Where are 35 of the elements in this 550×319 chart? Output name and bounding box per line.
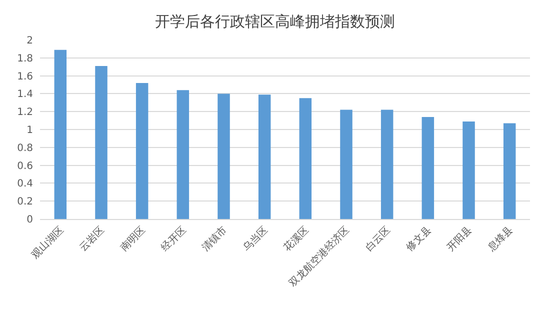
y-tick-label: 0.6: [17, 160, 33, 172]
bar: [54, 50, 67, 219]
bar: [136, 82, 148, 219]
x-tick-label: 花溪区: [281, 224, 312, 254]
x-tick-label: 乌当区: [240, 224, 270, 254]
bar: [422, 116, 434, 219]
y-tick-label: 1.6: [17, 71, 33, 82]
bar: [95, 66, 108, 219]
y-tick-label: 1: [26, 125, 33, 136]
y-tick-label: 0.8: [17, 142, 33, 154]
x-tick-label: 息烽县: [484, 224, 516, 255]
bar: [340, 110, 352, 219]
bar: [218, 94, 230, 219]
bar: [299, 98, 312, 219]
y-tick-label: 0.4: [17, 178, 33, 190]
bar: [380, 110, 394, 219]
bar: [258, 94, 271, 219]
x-tick-label: 修文县: [404, 224, 434, 254]
y-tick-label: 1.4: [17, 89, 33, 100]
bar: [503, 123, 516, 219]
x-tick-label: 经开区: [158, 224, 189, 254]
x-tick-label: 南明区: [118, 224, 148, 254]
x-tick-label: 清镇市: [200, 224, 230, 254]
y-tick-label: 0: [26, 214, 33, 226]
bar: [462, 121, 475, 219]
x-tick-label: 云岩区: [77, 224, 107, 254]
x-tick-label: 观山湖区: [29, 224, 66, 261]
bar: [176, 90, 190, 219]
y-tick-label: 1.2: [17, 107, 33, 118]
x-tick-label: 开阳县: [445, 224, 474, 254]
chart-title: 开学后各行政辖区高峰拥堵指数预测: [155, 12, 395, 30]
y-tick-label: 2: [26, 36, 33, 46]
y-tick-label: 1.8: [17, 53, 33, 64]
y-tick-label: 0.2: [17, 196, 33, 208]
x-tick-label: 白云区: [363, 224, 393, 254]
